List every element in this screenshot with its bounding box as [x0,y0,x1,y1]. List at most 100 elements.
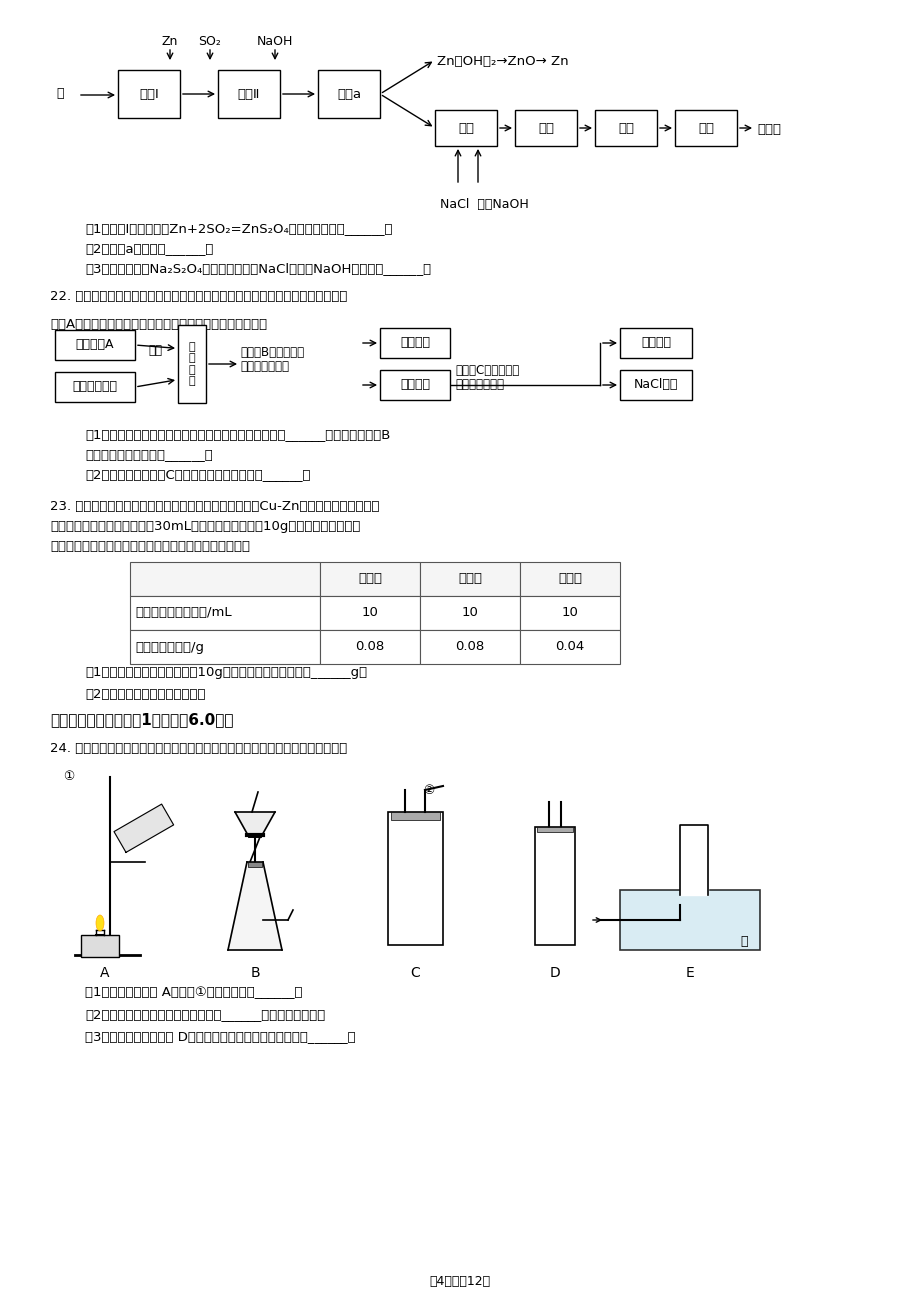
Text: D: D [549,966,560,980]
Text: Zn: Zn [162,35,178,48]
Text: C: C [410,966,419,980]
Polygon shape [228,862,282,950]
Bar [118,70,180,118]
Bar [391,812,439,820]
Text: （2）求该合金中锐的质量分数。: （2）求该合金中锐的质量分数。 [85,687,205,700]
Bar [519,630,619,664]
Text: 滤液: 滤液 [458,121,473,134]
Bar [515,109,576,146]
Bar [420,630,519,664]
Text: 水: 水 [56,87,63,100]
Text: 搅拌: 搅拌 [148,344,162,357]
Text: E: E [685,966,694,980]
Text: 第4页，共12页: 第4页，共12页 [429,1275,490,1288]
Text: 0.08: 0.08 [455,641,484,654]
Bar [55,372,135,402]
Text: 第一次: 第一次 [357,573,381,586]
Text: 无色中性液体: 无色中性液体 [73,380,118,393]
Text: （1）请写出装置图 A中标号①的仓器名称：______；: （1）请写出装置图 A中标号①的仓器名称：______； [85,986,302,999]
Text: 24. 如图是实验室制取和收集气体的常用装置图，请根据实验要求回答下列问题：: 24. 如图是实验室制取和收集气体的常用装置图，请根据实验要求回答下列问题： [50,742,346,755]
Bar [177,326,206,404]
Text: NaCl溶液: NaCl溶液 [633,379,677,392]
Text: 沉淠完全，过滤: 沉淠完全，过滤 [455,378,504,391]
Text: NaCl  少量NaOH: NaCl 少量NaOH [439,198,528,211]
Text: 操作a: 操作a [336,87,360,100]
Text: 第二次: 第二次 [458,573,482,586]
Text: 22. 已知盐酸、硫酸与氧化钙、氧化钒反应生成的盐的水溶液显中性。现将某蓝色: 22. 已知盐酸、硫酸与氧化钙、氧化钒反应生成的盐的水溶液显中性。现将某蓝色 [50,290,347,303]
Text: （2）操作a的名称为______；: （2）操作a的名称为______； [85,242,213,255]
Text: SO₂: SO₂ [199,35,221,48]
Text: 白色沉淠: 白色沉淠 [400,336,429,349]
Bar [519,596,619,630]
Text: （3）滤液中含有Na₂S₂O₄，往溶液中加入NaCl和少量NaOH的原因是______。: （3）滤液中含有Na₂S₂O₄，往溶液中加入NaCl和少量NaOH的原因是___… [85,262,431,275]
Text: 次充分反应后，测定生成氢气的质量，实验数据见下表：: 次充分反应后，测定生成氢气的质量，实验数据见下表： [50,540,250,553]
Text: NaOH: NaOH [256,35,293,48]
Text: 过滤: 过滤 [618,121,633,134]
Bar [320,596,420,630]
Text: 沉淠完全，过滤: 沉淠完全，过滤 [240,359,289,372]
Text: 蓝色晶体A: 蓝色晶体A [75,339,114,352]
Text: （1）无色中性溶液是含有一种溶质的溶液，则其溶质是______（填化学式）；B: （1）无色中性溶液是含有一种溶质的溶液，则其溶质是______（填化学式）；B [85,428,390,441]
Bar [248,862,262,867]
Bar [519,562,619,596]
Text: 有色液体: 有色液体 [400,379,429,392]
Text: 0.04: 0.04 [555,641,584,654]
Text: 溶液中溶质的化学式为______；: 溶液中溶质的化学式为______； [85,448,212,461]
Text: 10: 10 [461,607,478,620]
Text: 反应Ⅰ: 反应Ⅰ [139,87,159,100]
Text: 加适量C溶液，恰好: 加适量C溶液，恰好 [455,365,518,378]
Polygon shape [234,812,275,837]
Text: B: B [250,966,259,980]
Text: 0.08: 0.08 [355,641,384,654]
Text: 保険粉: 保険粉 [756,122,780,135]
Bar [388,812,443,945]
Text: 10: 10 [361,607,378,620]
Text: （1）从上表数据分析，小华用10g合金粉末总共收集到氢气______g；: （1）从上表数据分析，小华用10g合金粉末总共收集到氢气______g； [85,667,367,680]
Text: 反应Ⅱ: 反应Ⅱ [237,87,260,100]
Bar [130,562,320,596]
Text: （2）实验室制二氧化碳的制取装置为______（填字母代号）；: （2）实验室制二氧化碳的制取装置为______（填字母代号）； [85,1008,325,1021]
Text: （2）写出有色液体与C溶液反应的化学方程式：______。: （2）写出有色液体与C溶液反应的化学方程式：______。 [85,467,311,480]
Bar [130,630,320,664]
Ellipse shape [96,915,104,931]
Text: 生成氢气的质量/g: 生成氢气的质量/g [135,641,204,654]
Bar [619,328,691,358]
Text: Zn（OH）₂→ZnO→ Zn: Zn（OH）₂→ZnO→ Zn [437,55,568,68]
Text: 考虑黄锐中的其他杂质）。将30mL稀盐酸分三次加入到10g黄锐样品粉末中，每: 考虑黄锐中的其他杂质）。将30mL稀盐酸分三次加入到10g黄锐样品粉末中，每 [50,519,360,533]
Text: ②: ② [423,784,434,797]
Bar [380,328,449,358]
Bar [218,70,279,118]
Text: 加适量B溶液，恰好: 加适量B溶液，恰好 [240,346,304,359]
Text: 连续加入盐酸的体积/mL: 连续加入盐酸的体积/mL [135,607,232,620]
Bar [595,109,656,146]
Text: 10: 10 [561,607,578,620]
Text: 蓝色沉淠: 蓝色沉淠 [641,336,670,349]
Text: （3）某气体只能用装置 D收集，则该气体具有的物理性质为______。: （3）某气体只能用装置 D收集，则该气体具有的物理性质为______。 [85,1030,356,1043]
Text: 23. 小华利用一瓶稀盐酸和相关的仓器，测定黄锐合金（Cu-Zn合金）样品的组成（不: 23. 小华利用一瓶稀盐酸和相关的仓器，测定黄锐合金（Cu-Zn合金）样品的组成… [50,500,380,513]
Text: 干燥: 干燥 [698,121,713,134]
Text: 第三次: 第三次 [558,573,582,586]
Bar [55,329,135,359]
Polygon shape [114,805,174,853]
Bar [675,109,736,146]
Text: 结晶: 结晶 [538,121,553,134]
Bar [537,827,573,832]
Bar [420,562,519,596]
Text: ①: ① [62,769,74,783]
Bar [320,562,420,596]
Bar [420,596,519,630]
Bar [619,891,759,950]
Bar [318,70,380,118]
Text: 五、探究题（本大题共1小题，兲6.0分）: 五、探究题（本大题共1小题，兲6.0分） [50,712,233,727]
Bar [535,827,574,945]
Polygon shape [679,825,708,894]
Bar [619,370,691,400]
Text: 晶体A溦入某一无色中性溶液中，按如图所示过程进行实验：: 晶体A溦入某一无色中性溶液中，按如图所示过程进行实验： [50,318,267,331]
Text: 水: 水 [739,935,746,948]
Text: A: A [100,966,109,980]
Text: 蓝
色
液
体: 蓝 色 液 体 [188,341,195,387]
Bar [380,370,449,400]
Bar [130,596,320,630]
Bar [81,935,119,957]
Text: （1）反应Ⅰ的原理为：Zn+2SO₂=ZnS₂O₄，该反应类型为______；: （1）反应Ⅰ的原理为：Zn+2SO₂=ZnS₂O₄，该反应类型为______； [85,223,392,234]
